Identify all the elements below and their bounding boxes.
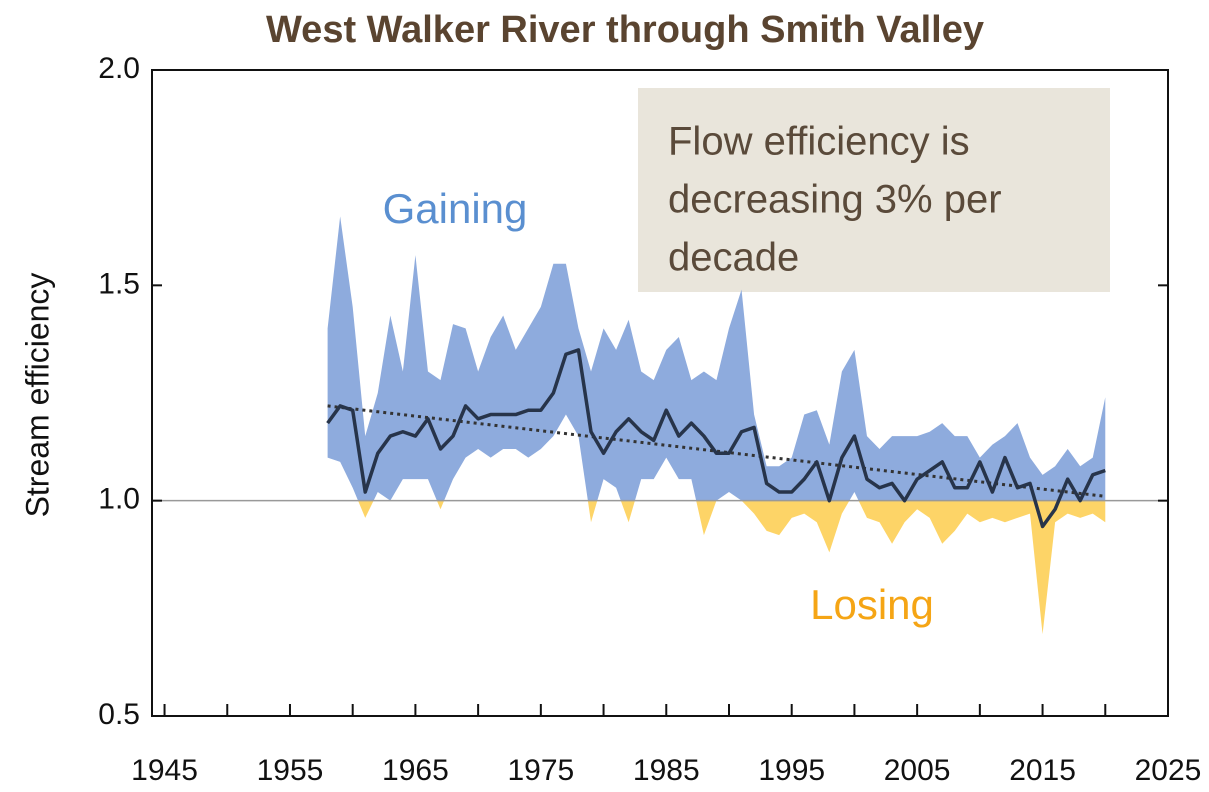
annotation-text: decade xyxy=(668,236,799,280)
gaining-label: Gaining xyxy=(383,185,528,232)
chart-title: West Walker River through Smith Valley xyxy=(266,9,984,51)
y-tick-label: 1.5 xyxy=(98,267,140,300)
annotation-text: Flow efficiency is xyxy=(668,120,970,164)
y-axis-label: Stream efficiency xyxy=(19,273,55,518)
x-tick-label: 1945 xyxy=(131,754,198,787)
x-tick-label: 1975 xyxy=(507,754,574,787)
x-tick-label: 1955 xyxy=(257,754,324,787)
plot-frame xyxy=(151,69,1169,717)
x-tick-label: 1995 xyxy=(758,754,825,787)
y-tick-label: 2.0 xyxy=(98,52,140,85)
trend-line xyxy=(327,404,1106,498)
x-tick-label: 2015 xyxy=(1009,754,1076,787)
x-tick-label: 1965 xyxy=(382,754,449,787)
losing-label: Losing xyxy=(810,581,934,628)
losing-band xyxy=(358,500,1106,635)
x-tick-label: 2025 xyxy=(1135,754,1202,787)
annotation-text: decreasing 3% per xyxy=(668,178,1002,222)
annotation-box xyxy=(638,88,1110,292)
efficiency-line xyxy=(326,348,1106,529)
y-tick-label: 0.5 xyxy=(98,698,140,731)
gaining-band xyxy=(327,216,1106,501)
x-tick-label: 2005 xyxy=(884,754,951,787)
x-tick-label: 1985 xyxy=(633,754,700,787)
y-tick-label: 1.0 xyxy=(98,483,140,516)
